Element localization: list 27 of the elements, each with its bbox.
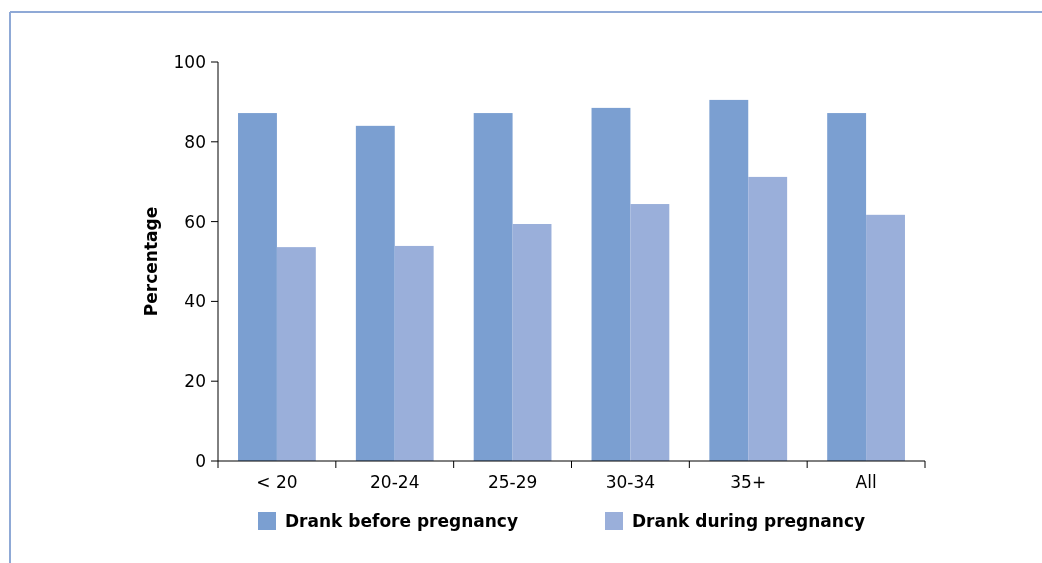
bar xyxy=(512,223,552,461)
y-tick-label: 60 xyxy=(184,211,206,232)
bar xyxy=(473,113,513,461)
y-axis-title: Percentage xyxy=(141,206,161,317)
legend-label: Drank before pregnancy xyxy=(285,510,518,531)
bar xyxy=(238,113,277,461)
y-tick-label: 0 xyxy=(195,450,206,471)
y-tick-label: 40 xyxy=(184,291,206,312)
x-tick-label: All xyxy=(855,472,877,492)
bar xyxy=(630,204,670,461)
bar xyxy=(709,99,749,461)
bar xyxy=(866,214,905,461)
y-tick-label: 100 xyxy=(173,51,206,72)
y-tick-label: 20 xyxy=(184,371,206,392)
bar xyxy=(276,247,316,461)
x-tick-label: < 20 xyxy=(256,472,298,492)
x-tick-label: 20-24 xyxy=(370,472,420,492)
legend-label: Drank during pregnancy xyxy=(632,510,866,531)
bar xyxy=(394,245,434,461)
bar xyxy=(748,176,788,461)
y-tick-label: 80 xyxy=(184,131,206,152)
x-tick-label: 25-29 xyxy=(487,472,538,492)
bar xyxy=(827,113,867,461)
x-tick-label: 30-34 xyxy=(605,472,656,492)
bar xyxy=(355,125,395,461)
x-tick-label: 35+ xyxy=(730,472,767,492)
bar xyxy=(591,107,631,461)
